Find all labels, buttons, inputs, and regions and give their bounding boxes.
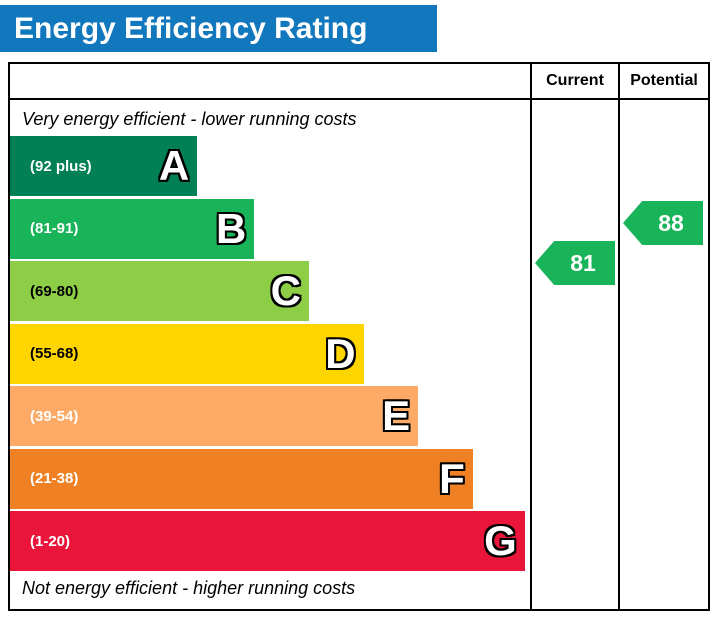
chart-header-row: Current Potential xyxy=(10,64,708,100)
header-spacer xyxy=(10,64,530,98)
bottom-note: Not energy efficient - higher running co… xyxy=(22,577,356,598)
band-range-label: (55-68) xyxy=(30,345,79,362)
band-range-label: (21-38) xyxy=(30,470,79,487)
band-letter: A xyxy=(158,142,190,189)
band-row-c: (69-80) C xyxy=(10,261,530,321)
page-title-text: Energy Efficiency Rating xyxy=(14,11,368,45)
band-letter: F xyxy=(439,454,465,502)
band-row-g: (1-20) G xyxy=(10,511,530,571)
current-rating-value: 81 xyxy=(570,249,596,276)
potential-column-header: Potential xyxy=(618,64,708,98)
band-range-label: (81-91) xyxy=(30,220,79,237)
band-bar-f: (21-38) F xyxy=(10,448,473,509)
band-letter: G xyxy=(484,517,517,564)
energy-efficiency-chart: Current Potential Very energy efficient … xyxy=(8,62,710,611)
current-column-header: Current xyxy=(530,64,618,98)
band-bar-a: (92 plus) A xyxy=(10,136,198,196)
potential-rating-value: 88 xyxy=(658,209,684,236)
current-rating-arrow: 81 xyxy=(535,241,615,285)
band-row-e: (39-54) E xyxy=(10,386,530,446)
chart-body: Very energy efficient - lower running co… xyxy=(10,100,708,609)
band-bar-b: (81-91) B xyxy=(10,198,255,259)
top-note: Very energy efficient - lower running co… xyxy=(22,108,357,129)
band-letter: E xyxy=(382,392,411,439)
page-title: Energy Efficiency Rating xyxy=(0,5,437,52)
band-row-f: (21-38) F xyxy=(10,448,530,509)
band-letter: C xyxy=(270,267,301,314)
potential-column: 88 xyxy=(618,100,708,609)
band-row-a: (92 plus) A xyxy=(10,136,530,196)
band-row-b: (81-91) B xyxy=(10,198,530,259)
band-list: (92 plus) A (81-91) B (69-80) C xyxy=(10,134,530,573)
band-letter: D xyxy=(325,329,356,377)
band-bar-g: (1-20) G xyxy=(10,511,525,571)
band-bar-d: (55-68) D xyxy=(10,323,364,384)
band-range-label: (39-54) xyxy=(30,407,79,425)
band-row-d: (55-68) D xyxy=(10,323,530,384)
bands-area: Very energy efficient - lower running co… xyxy=(10,100,530,609)
band-range-label: (1-20) xyxy=(30,532,71,550)
potential-rating-arrow: 88 xyxy=(623,201,703,245)
band-range-label: (69-80) xyxy=(30,282,79,300)
band-bar-c: (69-80) C xyxy=(10,261,309,321)
band-letter: B xyxy=(216,204,247,252)
band-bar-e: (39-54) E xyxy=(10,386,419,446)
current-column: 81 xyxy=(530,100,618,609)
band-range-label: (92 plus) xyxy=(30,157,92,175)
